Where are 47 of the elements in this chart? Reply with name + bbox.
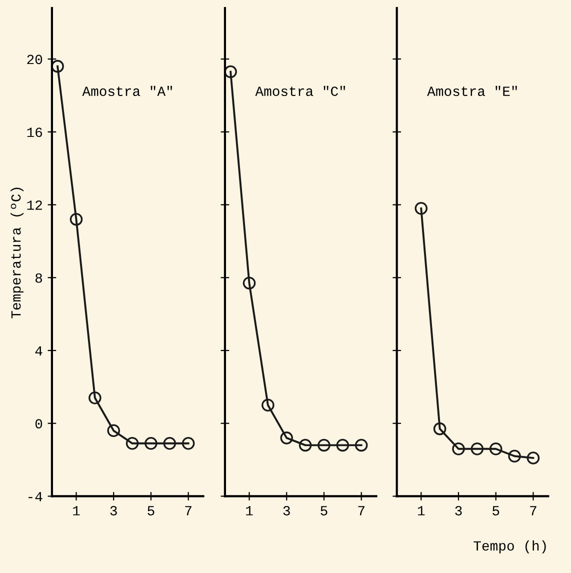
point — [354, 438, 368, 452]
y-tick-label: 8 — [36, 273, 42, 283]
x-tick-label: 1 — [418, 506, 425, 516]
point — [262, 398, 274, 412]
x-tick-label: 7 — [185, 506, 192, 516]
y-axis-title: Temperatura (ºC) — [10, 188, 24, 318]
x-tick-label: 5 — [492, 506, 500, 516]
y-tick-label: 0 — [35, 419, 42, 429]
point — [452, 442, 465, 456]
point — [298, 438, 312, 452]
x-tick-label: 3 — [110, 506, 117, 516]
point — [126, 437, 139, 450]
y-tick-label: -4 — [28, 492, 42, 502]
point — [470, 442, 484, 456]
point — [88, 391, 102, 404]
point — [107, 424, 120, 438]
point — [433, 422, 446, 436]
point — [163, 437, 176, 450]
x-axis-title: Tempo (h) — [474, 540, 546, 554]
point — [280, 432, 294, 444]
y-tick-label: 20 — [27, 54, 42, 64]
annotation: Amostra "A" — [82, 86, 172, 96]
point — [336, 438, 350, 452]
y-tick-label: 16 — [27, 128, 42, 138]
point — [414, 202, 428, 215]
x-tick-label: 7 — [530, 506, 536, 516]
y-tick-label: 4 — [35, 346, 42, 356]
point — [318, 438, 330, 452]
x-tick-label: 5 — [320, 506, 328, 516]
point — [242, 276, 256, 290]
x-tick-label: 3 — [283, 506, 290, 516]
annotation: Amostra "C" — [255, 86, 346, 96]
point — [144, 437, 158, 450]
point — [508, 450, 521, 463]
point — [224, 65, 237, 78]
x-tick-label: 7 — [358, 506, 364, 516]
point — [70, 212, 83, 226]
x-tick-label: 5 — [148, 506, 154, 516]
annotation: Amostra "E" — [427, 86, 517, 96]
x-tick-label: 1 — [73, 506, 80, 516]
point — [526, 452, 540, 464]
y-tick-label: 12 — [27, 200, 42, 210]
x-tick-label: 3 — [455, 506, 462, 516]
x-tick-label: 1 — [246, 506, 253, 516]
point — [52, 60, 64, 73]
point — [489, 442, 502, 456]
point — [182, 437, 195, 450]
